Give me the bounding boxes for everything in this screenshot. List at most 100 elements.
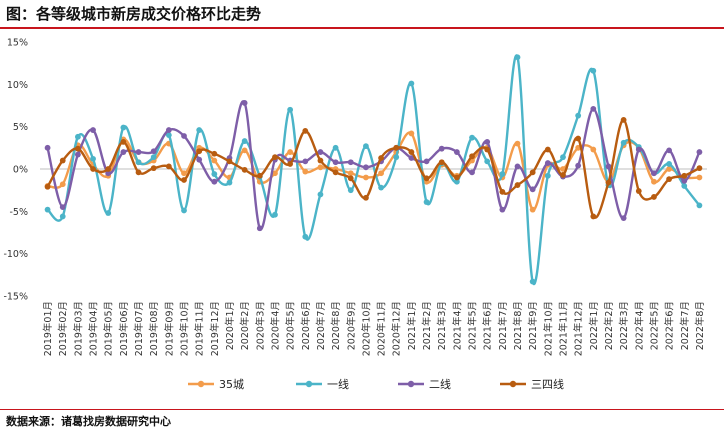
x-tick-label: 2020年8月 [330,301,342,350]
data-point [529,186,536,193]
y-tick-label: -15% [3,292,28,303]
data-point [256,225,263,232]
title-divider [0,27,724,29]
data-point [272,154,278,161]
data-point [666,161,673,167]
data-point [423,175,430,182]
data-point [317,157,324,164]
data-point [302,168,309,175]
data-point [590,67,597,74]
x-tick-label: 2022年7月 [679,301,691,350]
data-point [575,135,582,142]
x-tick-label: 2019年11月 [194,301,206,356]
legend-swatch-marker [509,380,517,388]
data-point [44,206,51,213]
x-tick-label: 2019年07月 [133,301,145,356]
data-point [469,153,475,160]
x-tick-label: 2019年10月 [179,301,191,356]
data-point [529,278,536,285]
x-tick-label: 2020年5月 [285,301,297,350]
x-tick-label: 2019年01月 [42,301,54,356]
data-point [514,182,521,188]
x-tick-label: 2021年9月 [527,301,539,350]
data-point [211,157,218,164]
data-point [666,176,673,183]
data-point [529,206,536,213]
data-point [681,177,688,184]
data-point [560,166,566,172]
x-tick-label: 2020年1月 [224,301,236,350]
x-tick-label: 2020年12月 [391,301,403,356]
x-tick-label: 2019年04月 [88,301,100,356]
x-tick-label: 2022年6月 [664,301,676,350]
x-tick-label: 2022年1月 [588,301,600,350]
data-point [666,147,673,154]
data-point [272,170,278,177]
x-tick-label: 2021年11月 [557,301,569,356]
data-point [181,133,187,139]
data-point [453,149,460,155]
y-tick-label: 10% [7,80,28,91]
data-point [226,179,233,186]
data-point [575,162,582,169]
data-point [105,210,112,216]
x-tick-label: 2021年8月 [512,301,524,350]
data-point [408,80,415,87]
data-point [287,106,294,113]
data-point [651,170,657,177]
legend-swatch-marker [407,380,415,388]
data-point [696,202,703,209]
series-line-2 [46,100,701,231]
data-point [469,134,475,141]
data-point [165,127,172,133]
data-point [423,158,430,165]
data-point [272,211,278,218]
x-tick-label: 2020年6月 [300,301,312,350]
data-point [560,154,566,161]
data-point [44,183,51,190]
data-point [135,149,142,155]
data-point [59,157,66,164]
data-point [196,127,203,133]
data-point [241,138,248,144]
x-tick-label: 2019年03月 [72,301,84,356]
data-point [332,169,339,176]
x-tick-label: 2022年3月 [618,301,630,350]
x-tick-label: 2019年08月 [148,301,160,356]
x-tick-label: 2019年06月 [118,301,130,356]
data-point [287,161,294,167]
x-tick-label: 2021年10月 [542,301,554,356]
x-tick-label: 2021年12月 [573,301,585,356]
data-point [514,54,521,61]
x-tick-label: 2022年4月 [633,301,645,350]
data-point [560,172,566,178]
data-point [499,171,506,177]
data-point [408,155,415,161]
data-point [575,112,582,119]
x-tick-label: 2021年6月 [482,301,494,350]
data-point [408,130,415,137]
x-tick-label: 2021年5月 [467,301,479,350]
data-point [332,144,339,151]
data-point [135,159,142,166]
data-point [59,204,66,211]
y-tick-label: -5% [10,207,29,218]
data-point [241,100,248,106]
data-point [196,156,203,163]
legend-label: 三四线 [531,377,564,391]
data-point [120,149,127,155]
data-point [681,183,688,189]
data-point [302,158,309,165]
data-point [620,139,627,146]
data-point [378,155,384,161]
data-point [90,127,96,133]
data-point [514,163,521,170]
data-point [90,166,96,172]
y-tick-label: 0% [13,165,28,176]
data-point [211,150,218,157]
data-point [635,146,642,153]
footer-divider [0,409,724,410]
x-tick-label: 2022年2月 [603,301,615,350]
x-tick-label: 2019年02月 [57,301,69,356]
